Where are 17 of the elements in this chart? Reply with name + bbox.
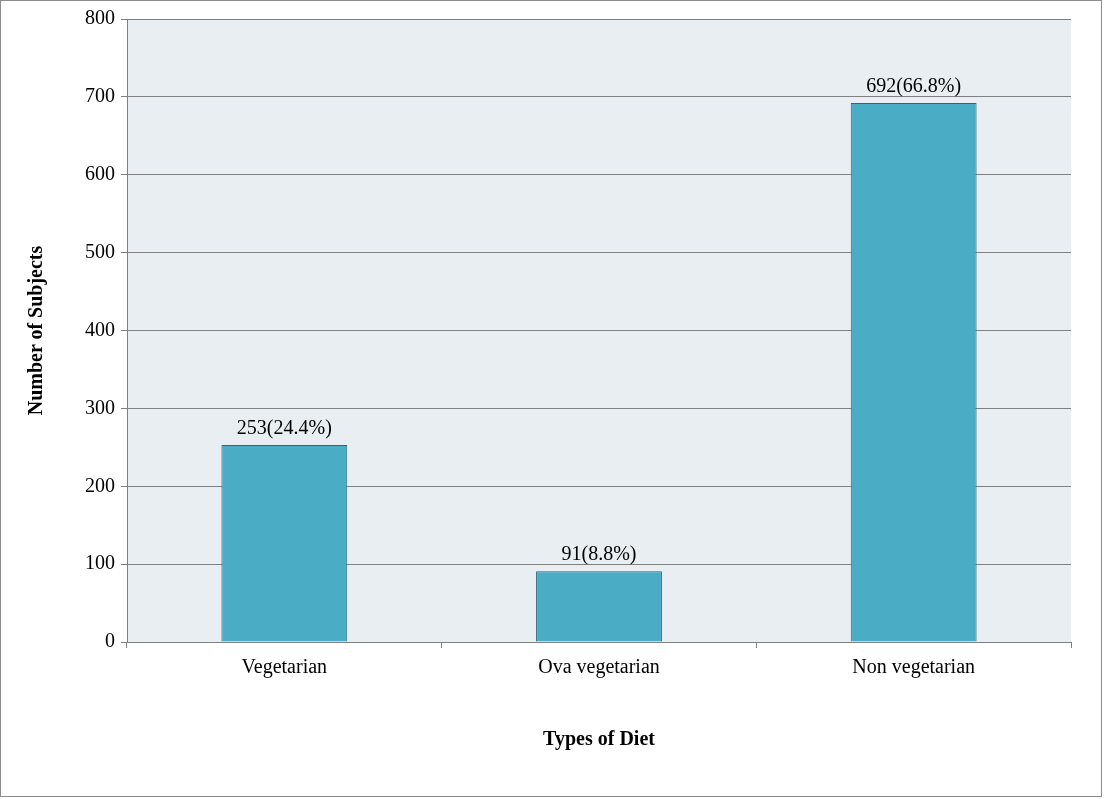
x-tick-label: Ova vegetarian — [538, 655, 660, 679]
data-label: 253(24.4%) — [236, 416, 332, 440]
x-axis-title: Types of Diet — [543, 727, 656, 751]
y-tick-label: 800 — [85, 6, 115, 29]
data-label: 91(8.8%) — [561, 542, 637, 566]
y-tick-label: 400 — [85, 317, 115, 340]
y-tick-label: 600 — [85, 162, 115, 184]
y-tick-label: 700 — [85, 84, 115, 107]
y-tick-label: 500 — [85, 239, 115, 262]
x-tick-label: Vegetarian — [241, 655, 328, 679]
y-tick-label: 0 — [105, 629, 115, 652]
y-tick-label: 100 — [85, 551, 115, 574]
y-tick-label: 200 — [85, 473, 115, 496]
y-axis-title: Number of Subjects — [24, 245, 48, 416]
x-tick-label: Non vegetarian — [852, 655, 976, 679]
data-label: 692(66.8%) — [866, 74, 962, 98]
y-tick-label: 300 — [85, 395, 115, 418]
